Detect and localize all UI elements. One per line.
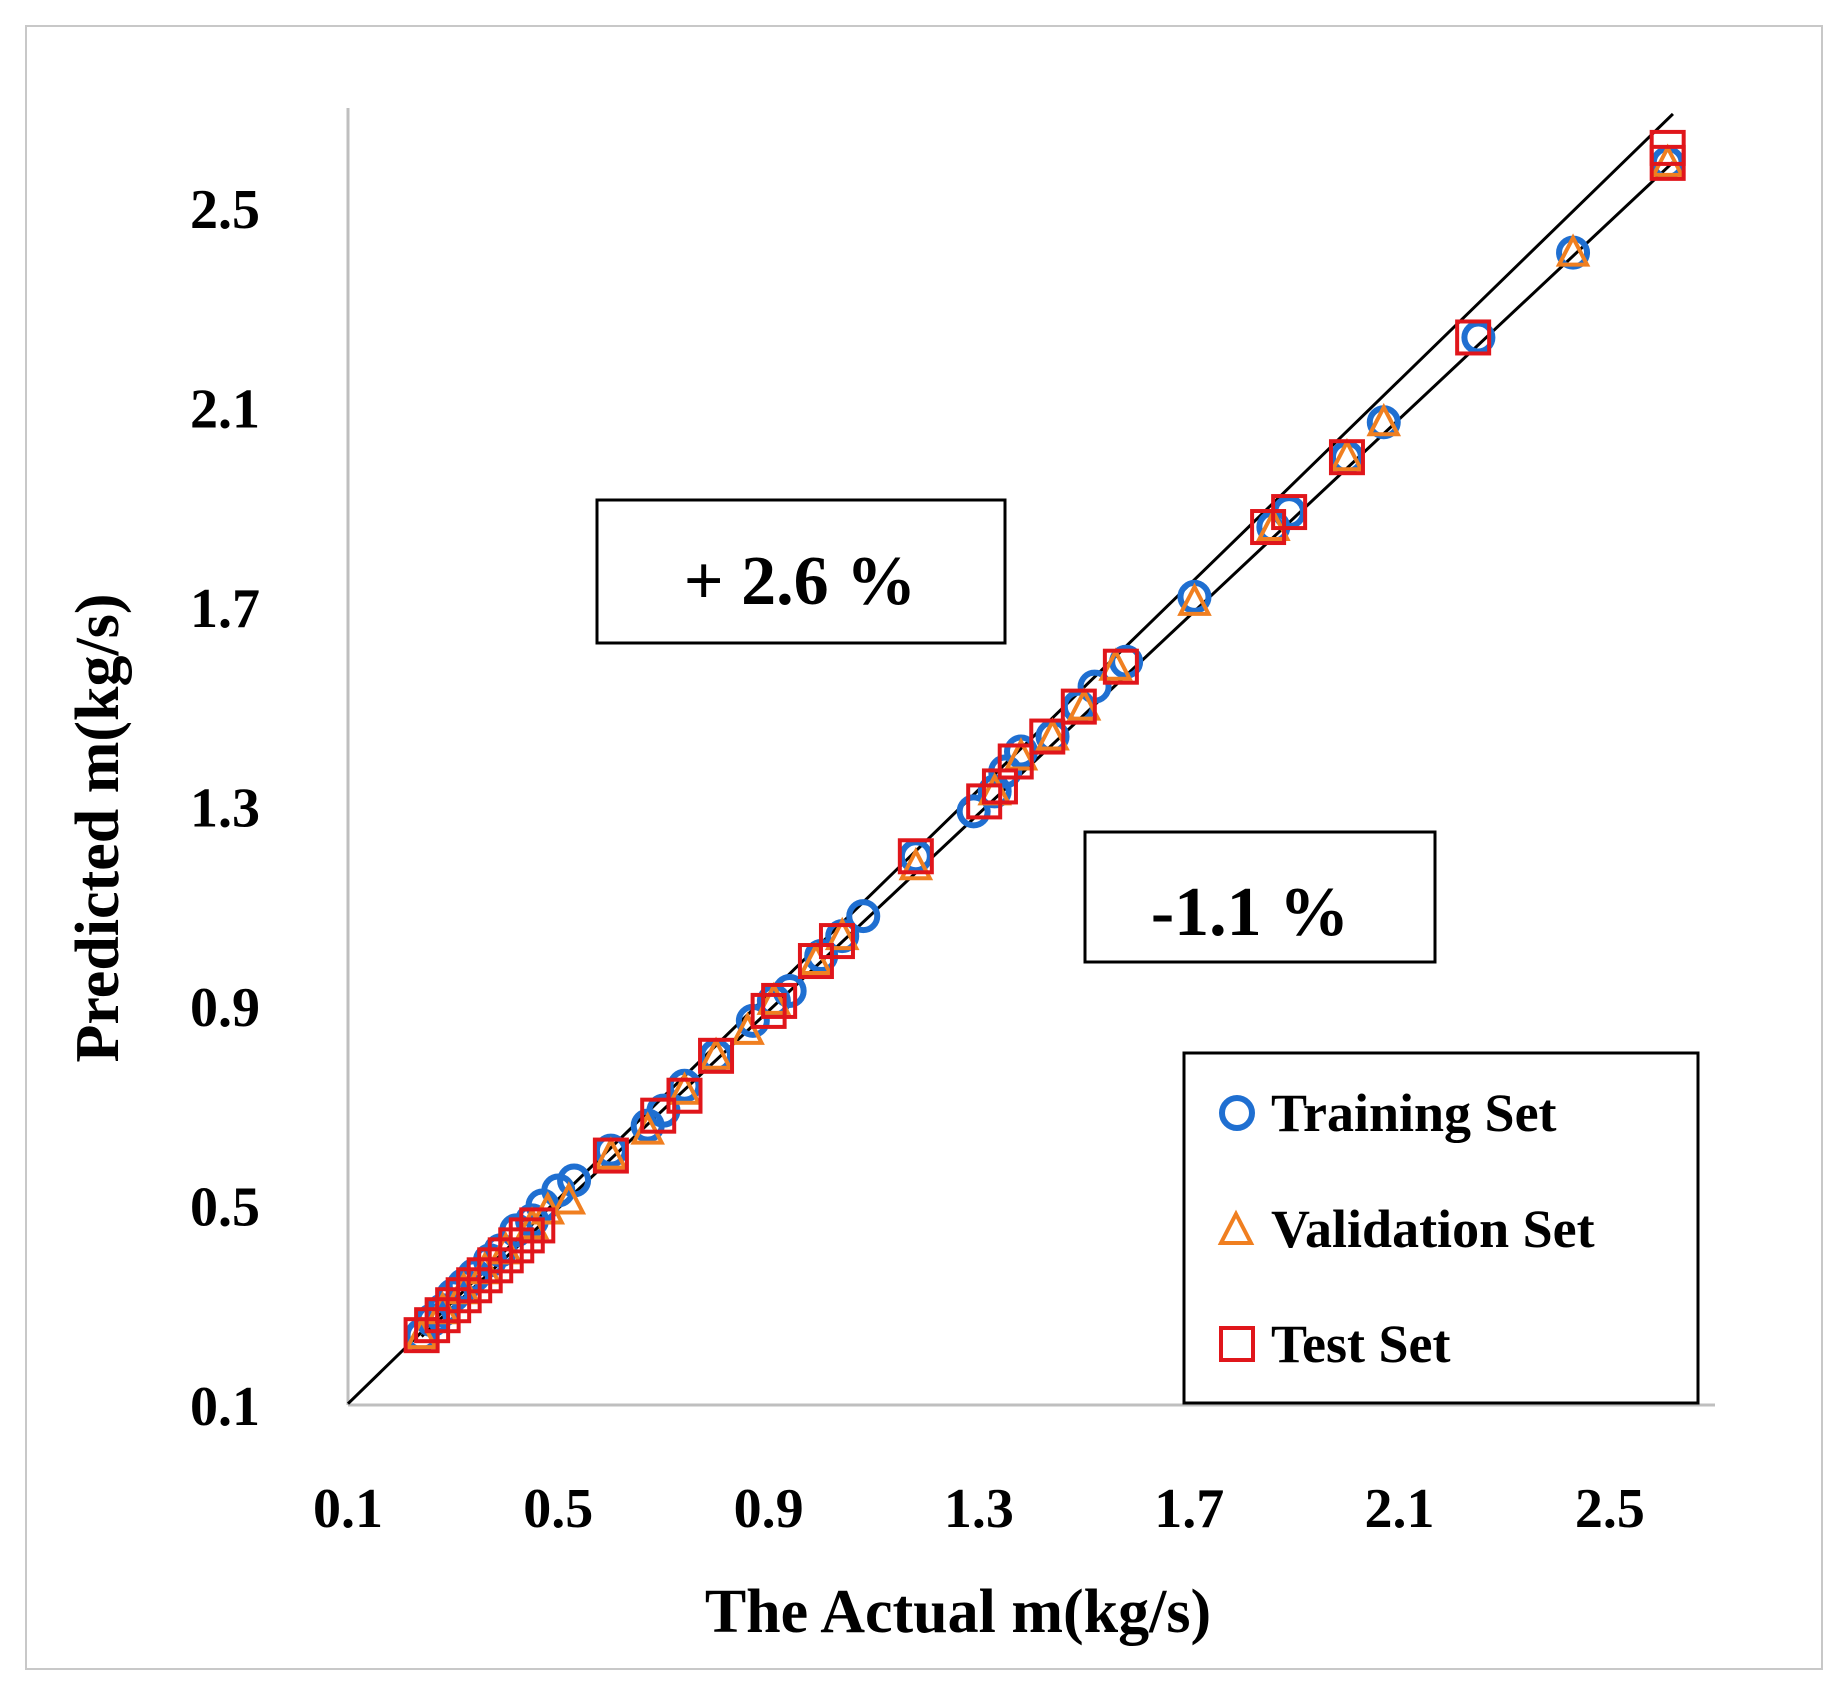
legend-test-label: Test Set (1271, 1314, 1451, 1374)
data-points (403, 129, 1686, 1354)
legend-box (1182, 1051, 1700, 1405)
legend-training-marker (1219, 1095, 1255, 1131)
x-tick-label: 1.3 (944, 1478, 1014, 1540)
test-point (1102, 648, 1139, 685)
validation-point (1098, 647, 1133, 681)
test-point (1060, 688, 1097, 725)
test-point (498, 1227, 535, 1264)
test-point (445, 1277, 482, 1314)
series-test-set (403, 129, 1686, 1354)
test-point (403, 1317, 440, 1354)
test-point (477, 1247, 514, 1284)
validation-point (593, 1136, 629, 1170)
test-point (508, 1217, 545, 1254)
training-point (956, 794, 991, 829)
validation-point (756, 981, 792, 1015)
validation-point (698, 1036, 734, 1070)
validation-point (1555, 233, 1591, 267)
test-point (592, 1137, 629, 1174)
test-point (1328, 439, 1365, 476)
lower-bound-annotation: -1.1 % (1151, 874, 1349, 951)
test-point (1029, 718, 1066, 755)
validation-point (1003, 737, 1039, 771)
x-axis-title: The Actual m(kg/s) (705, 1578, 1211, 1646)
y-tick-label: 0.5 (190, 1176, 260, 1238)
test-point (519, 1207, 556, 1244)
upper-bound-annotation: + 2.6 % (684, 543, 916, 620)
test-point (666, 1077, 703, 1114)
lower-bound-annotation-box (1083, 830, 1437, 964)
x-tick-label: 0.5 (523, 1478, 593, 1540)
series-validation-set (404, 143, 1685, 1350)
y-tick-label: 1.7 (190, 578, 260, 640)
y-tick-label: 1.3 (190, 777, 260, 839)
test-point (750, 992, 787, 1029)
x-tick-label: 0.1 (313, 1478, 383, 1540)
validation-point (1650, 143, 1685, 177)
test-point (797, 943, 834, 980)
legend-test-marker (1219, 1326, 1255, 1362)
y-tick-label: 2.1 (190, 378, 260, 440)
test-point (466, 1257, 503, 1294)
validation-point (1177, 582, 1212, 616)
test-point (487, 1237, 524, 1274)
tick-labels: 0.1 0.5 0.9 1.3 1.7 2.1 2.5 0.1 0.5 0.9 1.3 1.7 2.1 2… (190, 179, 1645, 1540)
upper-bound-annotation-box (595, 498, 1007, 645)
validation-point (1035, 717, 1070, 751)
test-point (897, 838, 934, 875)
validation-point (898, 846, 934, 881)
x-tick-label: 1.7 (1154, 1478, 1224, 1540)
legend-training-label: Training Set (1271, 1083, 1557, 1143)
training-point (846, 899, 881, 934)
y-tick-label: 2.5 (190, 179, 260, 241)
test-point (414, 1307, 451, 1344)
y-tick-label: 0.9 (190, 977, 260, 1039)
test-point (761, 982, 798, 1019)
test-point (698, 1037, 735, 1074)
test-point (640, 1097, 677, 1134)
validation-point (1366, 402, 1402, 437)
test-point (818, 923, 855, 960)
y-axis-title: Predicted m(kg/s) (64, 594, 132, 1063)
validation-point (730, 1011, 765, 1045)
validation-point (798, 941, 834, 976)
y-tick-label: 0.1 (190, 1376, 260, 1438)
validation-point (824, 916, 860, 951)
test-point (1271, 494, 1308, 531)
validation-point (1256, 507, 1291, 542)
validation-point (667, 1071, 702, 1105)
validation-point (551, 1181, 587, 1215)
test-point (424, 1297, 461, 1334)
test-point (1455, 319, 1492, 356)
test-point (435, 1287, 472, 1324)
x-tick-label: 2.5 (1575, 1478, 1645, 1540)
x-tick-label: 2.1 (1365, 1478, 1435, 1540)
legend-validation-label: Validation Set (1271, 1199, 1595, 1259)
test-point (997, 743, 1034, 780)
test-point (1649, 144, 1686, 181)
validation-point (1066, 687, 1102, 721)
test-point (456, 1267, 493, 1304)
x-tick-label: 0.9 (734, 1478, 804, 1540)
validation-point (1329, 437, 1365, 472)
legend: Training Set Validation Set Test Set (1182, 1051, 1700, 1405)
legend-validation-marker (1217, 1209, 1255, 1245)
